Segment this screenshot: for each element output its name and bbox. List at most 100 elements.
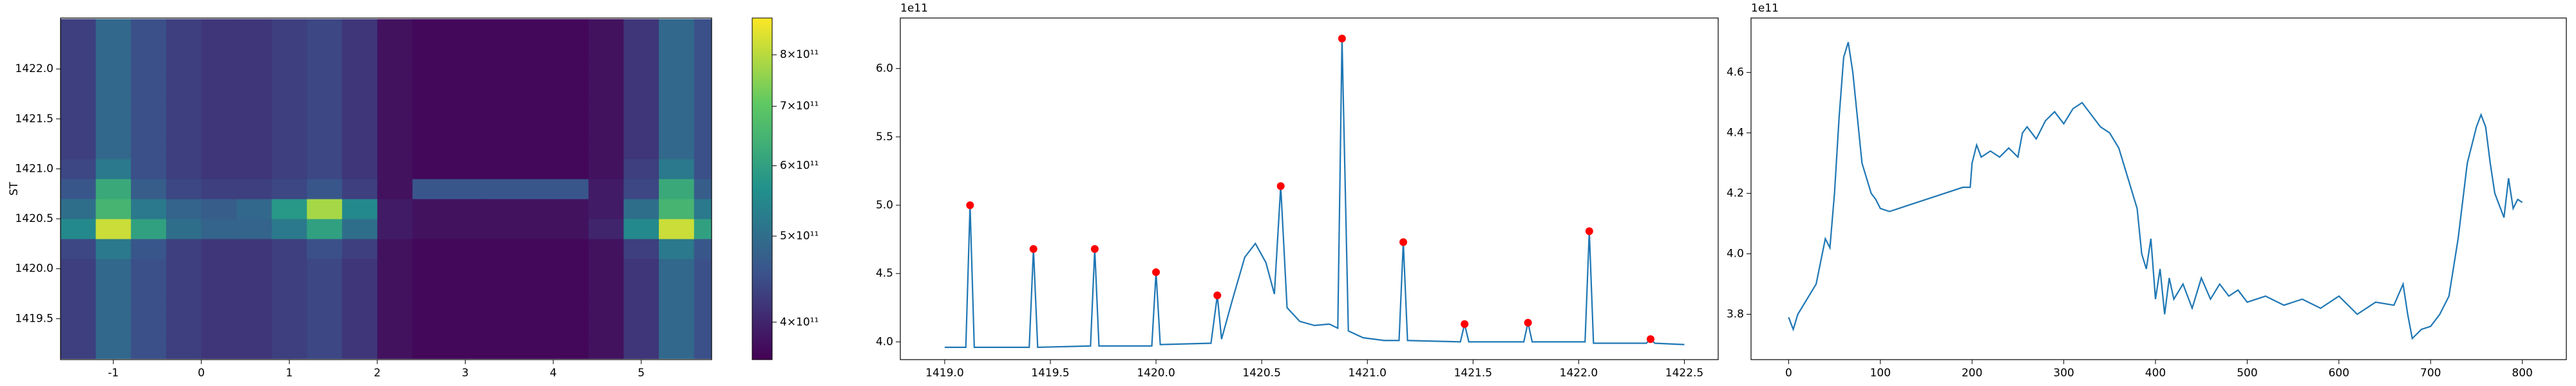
y-tick-label: 4.6 [1727, 66, 1744, 79]
colorbar-tick-label: 4×10¹¹ [780, 316, 819, 329]
heatmap-cell [659, 299, 695, 319]
heatmap-cell [623, 219, 659, 239]
y-tick-label: 4.2 [1727, 187, 1744, 200]
heatmap-cell [131, 118, 167, 140]
x-tick-label: 1422.0 [1560, 367, 1598, 380]
peak-marker [1399, 238, 1408, 246]
heatmap-cell [61, 19, 97, 40]
heatmap-cell [307, 158, 343, 179]
heatmap-cell [201, 338, 237, 359]
heatmap-cell [166, 39, 202, 60]
heatmap-cell [694, 299, 712, 319]
heatmap-cell [377, 239, 413, 259]
axes-frame [60, 17, 712, 360]
heatmap-cell [518, 178, 554, 199]
heatmap-cell [95, 279, 131, 299]
heatmap-cell [448, 279, 484, 299]
heatmap-cell [482, 118, 518, 140]
heatmap-cell [236, 19, 272, 40]
y-tick-label: 4.0 [876, 335, 893, 348]
heatmap-cell [342, 158, 378, 179]
heatmap-cell [131, 239, 167, 259]
heatmap-cell [694, 39, 712, 60]
heatmap-cell [271, 78, 308, 100]
heatmap-cell [518, 158, 554, 179]
heatmap-cell [271, 118, 308, 140]
heatmap-cell [342, 299, 378, 319]
y-tick-label: 6.0 [876, 62, 893, 75]
heatmap-cell [588, 98, 624, 120]
heatmap-cell [588, 39, 624, 60]
heatmap-cell [659, 118, 695, 140]
heatmap-cell [307, 98, 343, 120]
heatmap-cell [166, 219, 202, 239]
peak-marker [1646, 335, 1654, 344]
heatmap-cell [588, 59, 624, 80]
heatmap-cell [659, 318, 695, 339]
heatmap-cell [623, 178, 659, 199]
heatmap-cell [448, 338, 484, 359]
peak-marker [1585, 227, 1593, 235]
heatmap-cell [61, 138, 97, 160]
heatmap-cell [412, 178, 448, 199]
heatmap-cell [201, 199, 237, 219]
heatmap-cell [448, 318, 484, 339]
heatmap-cell [95, 78, 131, 100]
x-tick-label: 1419.0 [925, 367, 963, 380]
heatmap-cell [95, 338, 131, 359]
x-tick-label: 300 [2053, 367, 2074, 380]
heatmap-cell [131, 338, 167, 359]
heatmap-cell [448, 199, 484, 219]
heatmap-cell [166, 59, 202, 80]
heatmap-cell [412, 279, 448, 299]
y-tick-label: 5.0 [876, 199, 893, 212]
heatmap-cell [588, 19, 624, 40]
heatmap-cell [694, 259, 712, 279]
heatmap-cell [694, 78, 712, 100]
heatmap-cell [694, 219, 712, 239]
heatmap-cell [623, 259, 659, 279]
heatmap-cell [307, 259, 343, 279]
heatmap-cell [236, 219, 272, 239]
heatmap-cell [342, 279, 378, 299]
x-tick-label: 1420.5 [1242, 367, 1280, 380]
x-tick-label: 400 [2145, 367, 2166, 380]
heatmap-cell [95, 98, 131, 120]
heatmap-cell [553, 59, 589, 80]
heatmap-cell [166, 279, 202, 299]
heatmap-cell [271, 318, 308, 339]
heatmap-cell [659, 219, 695, 239]
heatmap-cell [623, 39, 659, 60]
heatmap-cell [412, 158, 448, 179]
heatmap-cell [166, 299, 202, 319]
heatmap-cell [659, 59, 695, 80]
heatmap-cell [448, 259, 484, 279]
heatmap-cell [518, 299, 554, 319]
x-tick-label: 100 [1870, 367, 1891, 380]
heatmap-cell [95, 318, 131, 339]
heatmap-cell [518, 19, 554, 40]
y-tick-label: 3.8 [1727, 308, 1744, 321]
heatmap-cell [307, 219, 343, 239]
heatmap-cell [307, 338, 343, 359]
heatmap-cell [412, 39, 448, 60]
heatmap-cell [482, 98, 518, 120]
heatmap-cell [236, 239, 272, 259]
heatmap-cell [412, 338, 448, 359]
heatmap-cell [377, 138, 413, 160]
heatmap-cell [518, 279, 554, 299]
heatmap-cell [271, 219, 308, 239]
heatmap-cell [342, 259, 378, 279]
heatmap-cell [482, 318, 518, 339]
heatmap-cell [271, 19, 308, 40]
heatmap-cell [61, 59, 97, 80]
heatmap-cell [61, 279, 97, 299]
heatmap-cell [166, 138, 202, 160]
heatmap-cell [448, 219, 484, 239]
heatmap-cell [412, 59, 448, 80]
heatmap-cell [659, 338, 695, 359]
heatmap-cell [271, 98, 308, 120]
heatmap-cell [342, 138, 378, 160]
heatmap-cell [131, 318, 167, 339]
heatmap-cell [412, 118, 448, 140]
